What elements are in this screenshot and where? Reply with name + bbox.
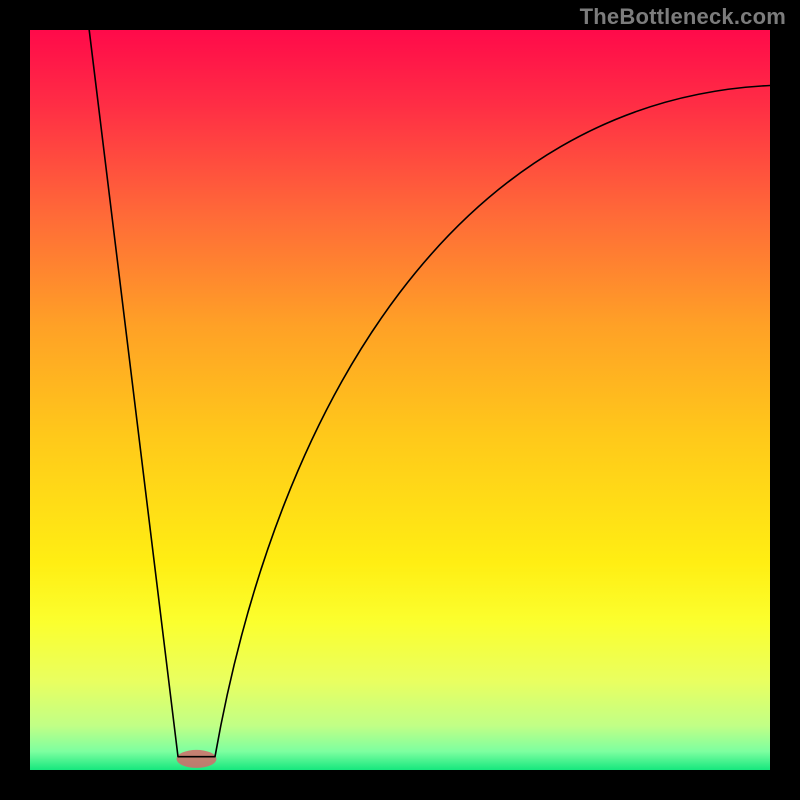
chart-container: { "watermark": { "text": "TheBottleneck.… <box>0 0 800 800</box>
optimal-marker <box>177 750 217 768</box>
plot-area <box>30 30 770 770</box>
bottleneck-chart <box>0 0 800 800</box>
watermark-text: TheBottleneck.com <box>580 4 786 30</box>
